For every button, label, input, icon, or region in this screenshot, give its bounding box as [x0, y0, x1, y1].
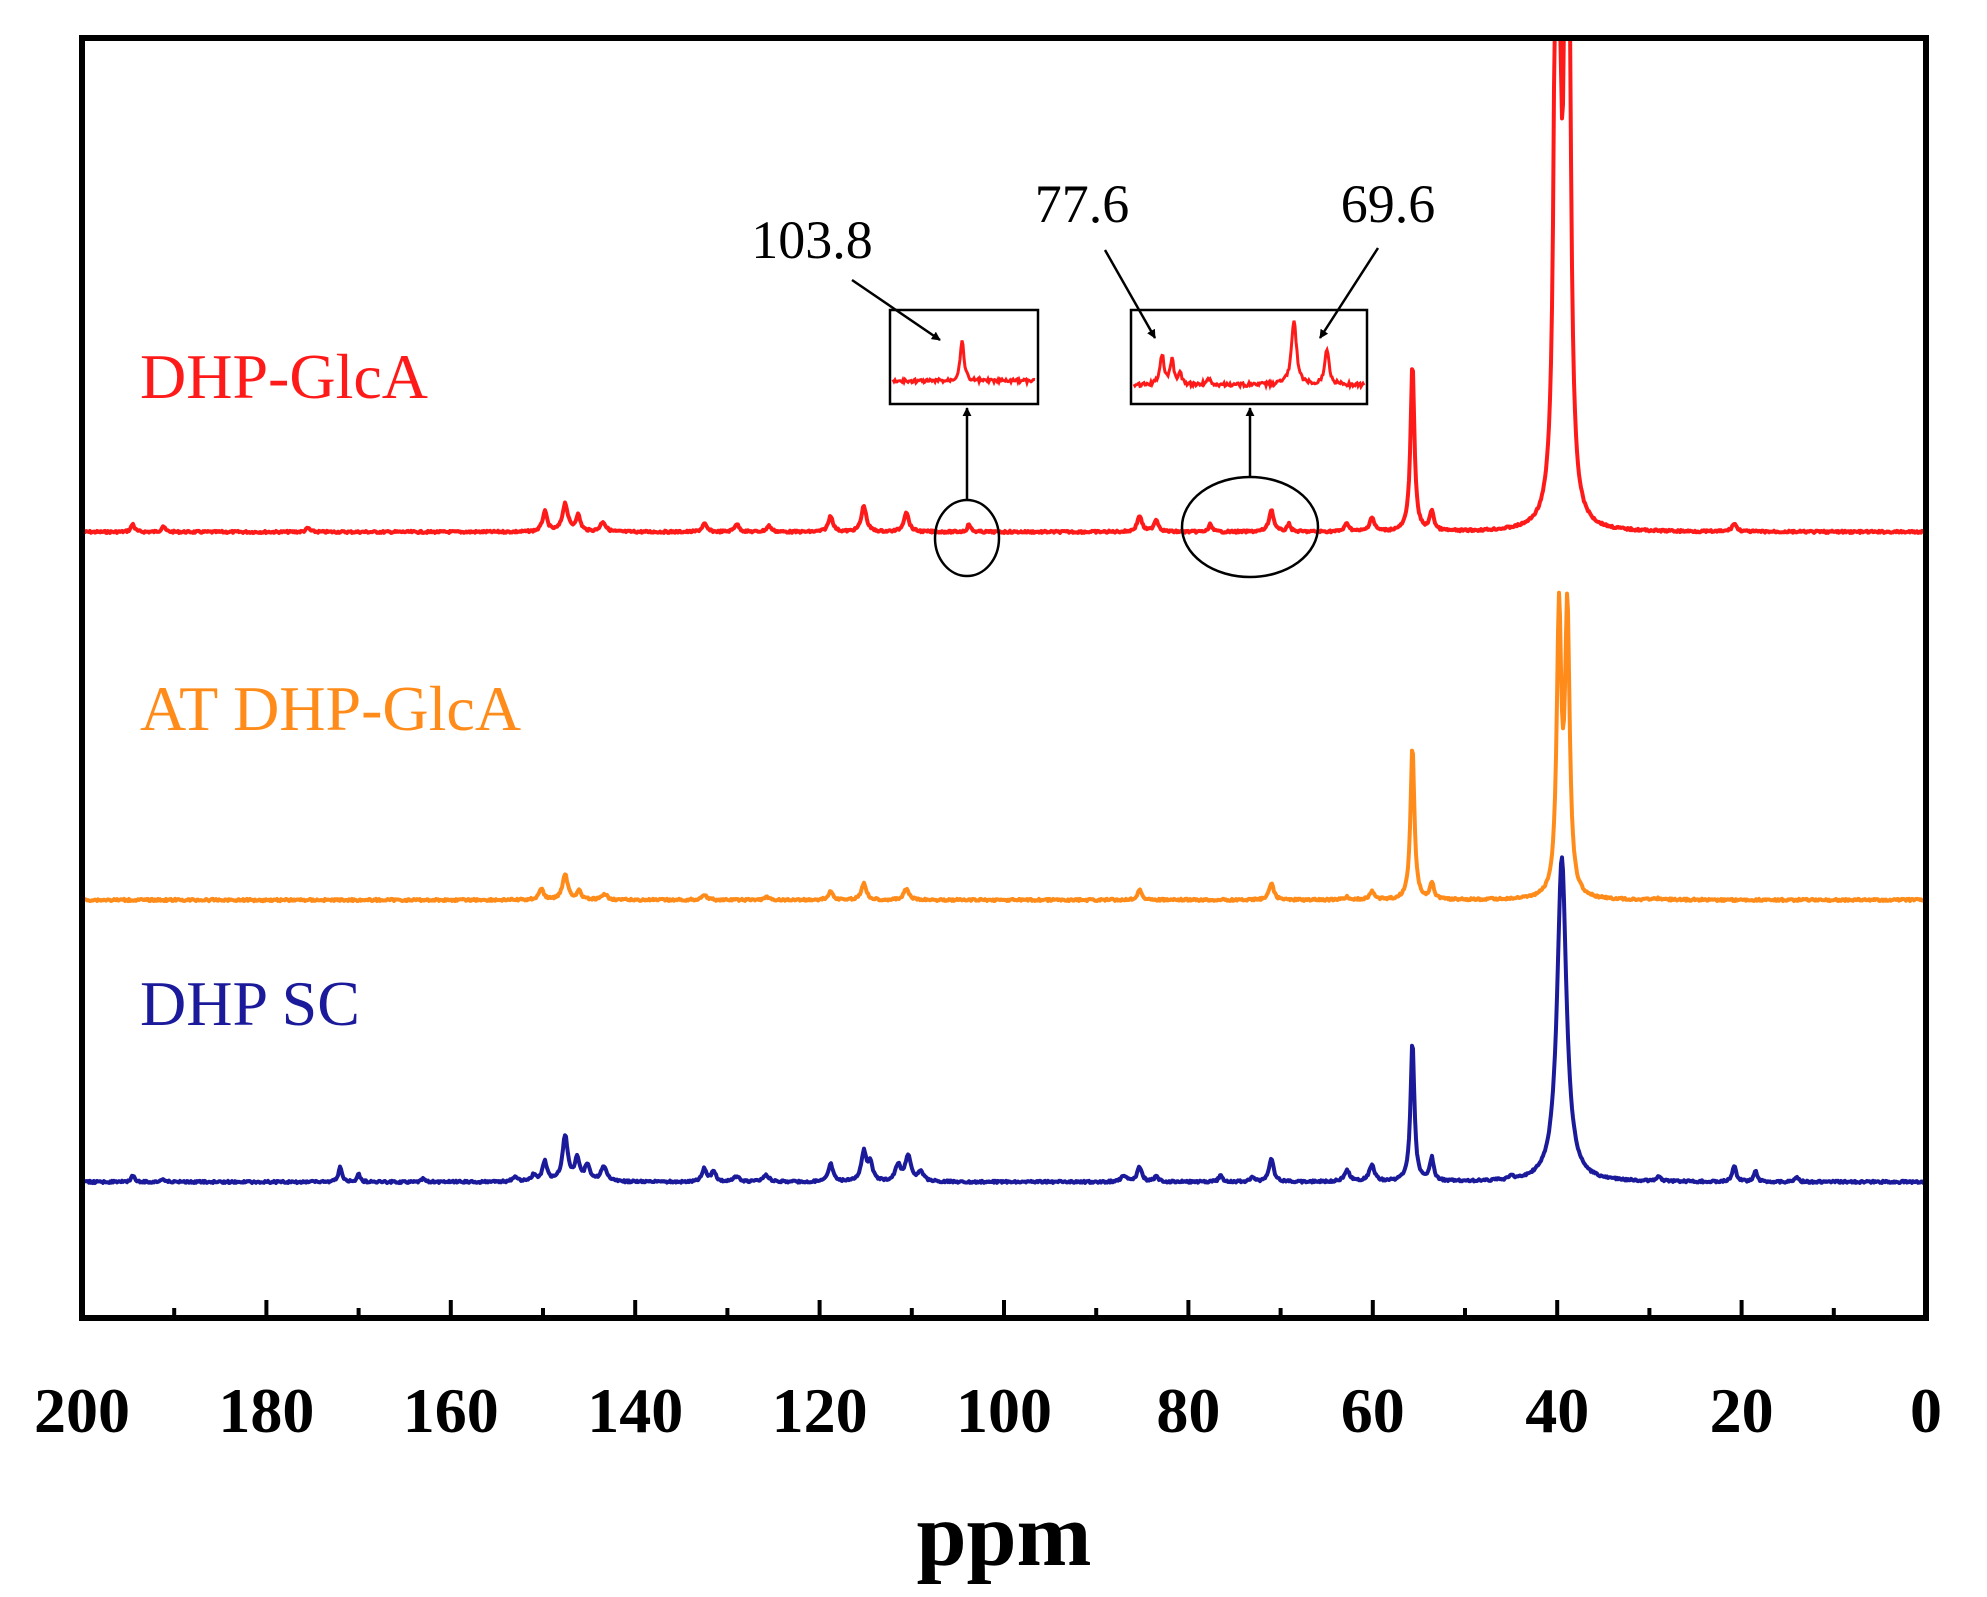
- inset-box-77-6-69-6: [1129, 308, 1369, 406]
- series-line-dhp-sc: [83, 855, 1926, 1185]
- x-axis-title: ppm: [916, 1486, 1091, 1585]
- inset-trace-77-6-69-6: [1132, 320, 1366, 391]
- series-label-dhp-glca: DHP-GlcA: [140, 341, 428, 412]
- x-tick-label-160: 160: [403, 1375, 499, 1446]
- series-label-dhp-sc: DHP SC: [140, 968, 360, 1039]
- series-line-dhp-glca: [83, 38, 1926, 535]
- x-axis-ticks: [80, 1300, 1928, 1318]
- x-tick-label-20: 20: [1710, 1375, 1774, 1446]
- arrow-annotation-77-6: [1103, 249, 1157, 339]
- x-tick-label-180: 180: [218, 1375, 314, 1446]
- annotation-69-6: 69.6: [1341, 174, 1436, 234]
- inset-103-8: [888, 308, 1040, 406]
- x-tick-label-0: 0: [1910, 1375, 1942, 1446]
- x-tick-label-80: 80: [1156, 1375, 1220, 1446]
- x-tick-label-200: 200: [34, 1375, 130, 1446]
- arrow-annotation-69-6: [1318, 247, 1380, 339]
- series-line-at-dhp-glca: [82, 590, 1925, 904]
- arrow-annotation-103-8: [851, 278, 941, 342]
- inset-77-6-69-6: [1129, 308, 1369, 406]
- x-tick-label-100: 100: [956, 1375, 1052, 1446]
- inset-trace-103-8: [891, 340, 1036, 388]
- series-label-at-dhp-glca: AT DHP-GlcA: [140, 673, 521, 744]
- x-tick-label-40: 40: [1525, 1375, 1589, 1446]
- x-axis-tick-labels: 200 180 160 140 120 100 80 60 40 20 0: [34, 1375, 1942, 1446]
- x-tick-label-140: 140: [587, 1375, 683, 1446]
- annotation-77-6: 77.6: [1035, 174, 1130, 234]
- x-tick-label-60: 60: [1341, 1375, 1405, 1446]
- x-tick-label-120: 120: [772, 1375, 868, 1446]
- annotation-103-8: 103.8: [751, 210, 873, 270]
